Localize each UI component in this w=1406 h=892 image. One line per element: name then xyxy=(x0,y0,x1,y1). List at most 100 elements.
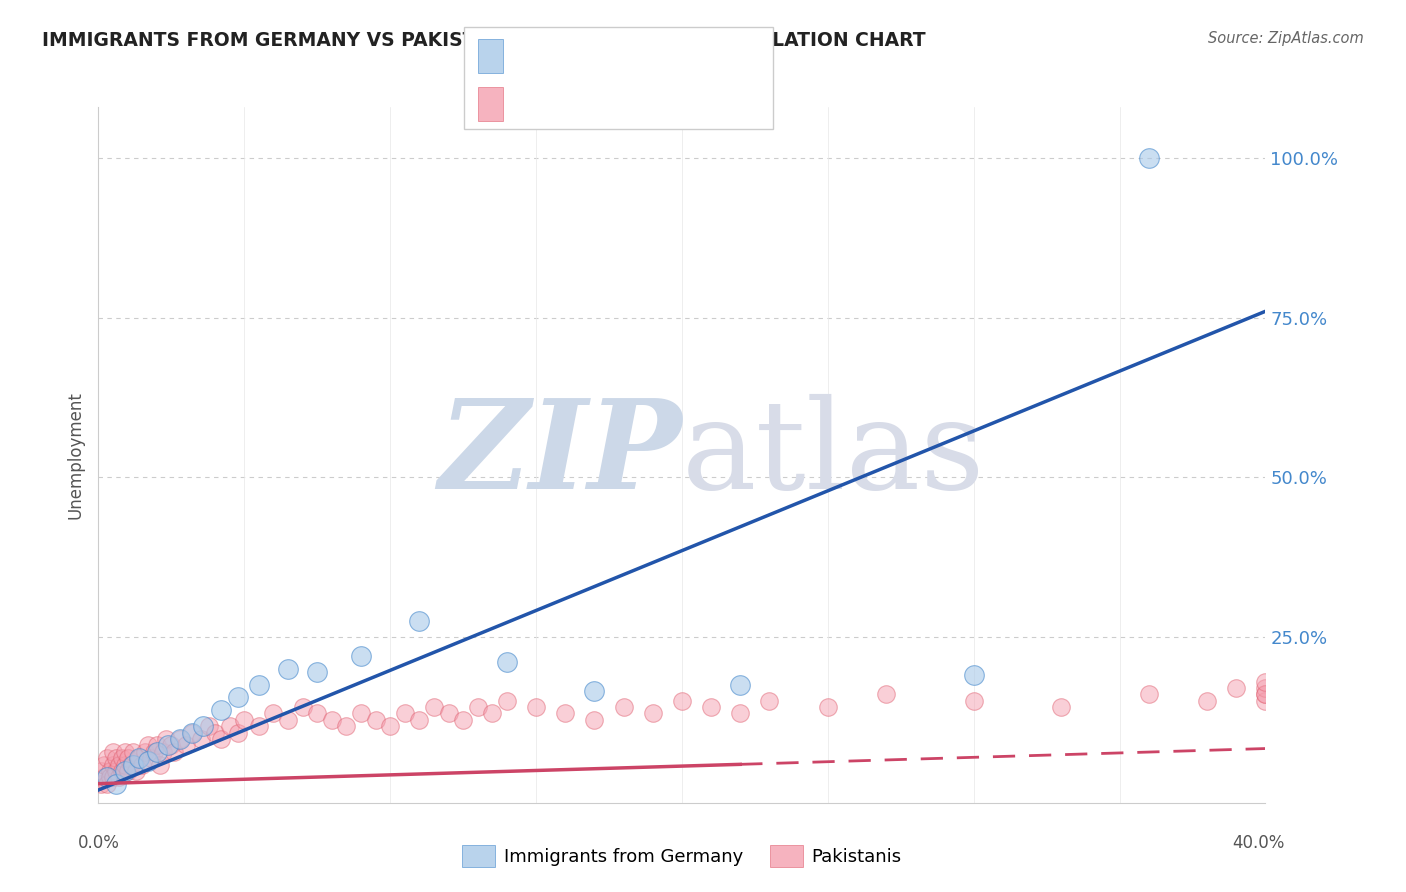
Point xyxy=(101,745,124,759)
Point xyxy=(93,757,115,772)
Point xyxy=(671,694,693,708)
Point xyxy=(247,678,270,692)
Point xyxy=(128,751,150,765)
Point xyxy=(111,764,134,778)
Point xyxy=(307,706,329,721)
Point xyxy=(101,757,124,772)
Point xyxy=(1225,681,1247,695)
Point xyxy=(163,745,186,759)
Point xyxy=(228,725,250,739)
Point xyxy=(962,694,984,708)
Point xyxy=(277,713,299,727)
Point xyxy=(122,757,145,772)
Legend: Immigrants from Germany, Pakistanis: Immigrants from Germany, Pakistanis xyxy=(456,838,908,874)
Point xyxy=(467,700,489,714)
Point xyxy=(169,731,191,746)
Point xyxy=(134,745,156,759)
Point xyxy=(350,706,373,721)
Point xyxy=(1254,681,1277,695)
Point xyxy=(524,700,547,714)
Point xyxy=(111,751,134,765)
Point xyxy=(190,731,212,746)
Point xyxy=(90,764,112,778)
Point xyxy=(146,739,169,753)
Point xyxy=(157,739,180,753)
Point xyxy=(335,719,357,733)
Point xyxy=(108,757,131,772)
Text: R =: R = xyxy=(515,93,555,111)
Text: 0.0%: 0.0% xyxy=(77,834,120,852)
Point xyxy=(149,757,172,772)
Point xyxy=(209,703,232,717)
Point xyxy=(93,770,115,784)
Point xyxy=(180,725,202,739)
Text: 23: 23 xyxy=(645,43,671,61)
Point xyxy=(193,719,215,733)
Point xyxy=(451,713,474,727)
Point xyxy=(496,694,519,708)
Point xyxy=(114,764,136,778)
Point xyxy=(174,739,197,753)
Point xyxy=(98,770,121,784)
Point xyxy=(394,706,416,721)
Point xyxy=(101,770,124,784)
Point xyxy=(408,713,430,727)
Point xyxy=(114,745,136,759)
Point xyxy=(98,764,121,778)
Point xyxy=(962,668,984,682)
Point xyxy=(155,731,177,746)
Point xyxy=(730,706,752,721)
Point xyxy=(641,706,664,721)
Point xyxy=(180,725,202,739)
Point xyxy=(277,662,299,676)
Point xyxy=(1254,674,1277,689)
Point xyxy=(108,770,131,784)
Point xyxy=(758,694,780,708)
Text: 0.139: 0.139 xyxy=(553,93,609,111)
Text: IMMIGRANTS FROM GERMANY VS PAKISTANI UNEMPLOYMENT CORRELATION CHART: IMMIGRANTS FROM GERMANY VS PAKISTANI UNE… xyxy=(42,31,925,50)
Point xyxy=(612,700,634,714)
Text: 40.0%: 40.0% xyxy=(1232,834,1285,852)
Point xyxy=(817,700,839,714)
Point xyxy=(169,731,191,746)
Point xyxy=(139,751,162,765)
Text: Source: ZipAtlas.com: Source: ZipAtlas.com xyxy=(1208,31,1364,46)
Point xyxy=(204,725,226,739)
Point xyxy=(1137,687,1160,701)
Text: R =: R = xyxy=(515,43,555,61)
Point xyxy=(233,713,256,727)
Point xyxy=(104,751,127,765)
Point xyxy=(730,678,752,692)
Point xyxy=(700,700,723,714)
Point xyxy=(554,706,576,721)
Text: N =: N = xyxy=(610,93,652,111)
Point xyxy=(291,700,314,714)
Point xyxy=(247,719,270,733)
Point xyxy=(90,777,112,791)
Point xyxy=(96,770,118,784)
Point xyxy=(583,713,606,727)
Point xyxy=(262,706,284,721)
Point xyxy=(104,764,127,778)
Point xyxy=(136,754,159,768)
Y-axis label: Unemployment: Unemployment xyxy=(66,391,84,519)
Point xyxy=(122,745,145,759)
Text: 0.754: 0.754 xyxy=(553,43,609,61)
Point xyxy=(350,648,373,663)
Point xyxy=(104,777,127,791)
Point xyxy=(875,687,897,701)
Point xyxy=(364,713,387,727)
Point xyxy=(131,757,153,772)
Point xyxy=(1195,694,1218,708)
Point xyxy=(218,719,240,733)
Point xyxy=(96,777,118,791)
Text: atlas: atlas xyxy=(682,394,986,516)
Point xyxy=(1254,694,1277,708)
Point xyxy=(117,751,139,765)
Point xyxy=(321,713,343,727)
Point xyxy=(136,739,159,753)
Point xyxy=(152,745,174,759)
Point xyxy=(160,739,183,753)
Point xyxy=(496,656,519,670)
Point xyxy=(1137,151,1160,165)
